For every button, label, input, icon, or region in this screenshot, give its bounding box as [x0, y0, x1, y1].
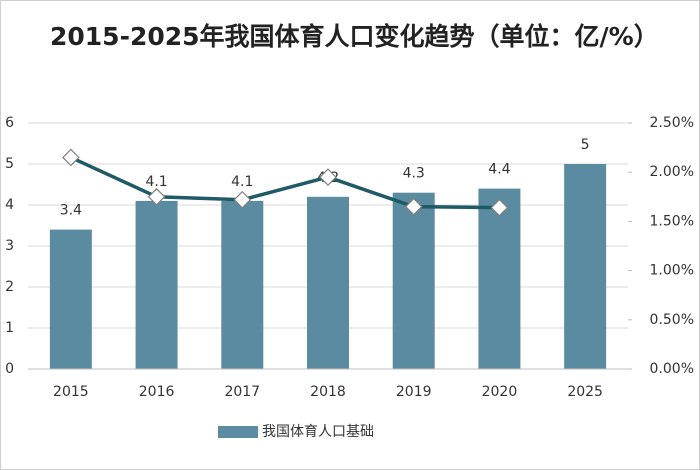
bar: [135, 200, 178, 369]
y-tick-label: 6: [5, 115, 14, 131]
y-tick-label: 2: [5, 279, 14, 295]
line: [70, 155, 500, 210]
line-marker: [147, 187, 166, 206]
y-tick-label: 0: [5, 361, 14, 377]
x-tick-label: 2025: [567, 384, 603, 400]
y2-tick-label: 1.50%: [650, 213, 694, 229]
legend-label: 我国体育人口基础: [262, 423, 374, 440]
y-tick-label: 5: [5, 156, 14, 172]
x-tick-label: 2016: [139, 384, 175, 400]
line-marker: [404, 197, 423, 216]
legend-swatch: [218, 426, 258, 438]
bar: [478, 188, 521, 369]
y-tick-label: 3: [5, 238, 14, 254]
bar: [49, 229, 92, 369]
x-tick-label: 2017: [224, 384, 260, 400]
x-tick-label: 2018: [310, 384, 346, 400]
bar: [221, 200, 264, 369]
value-label: 4.3: [403, 166, 425, 182]
value-label: 4.4: [488, 162, 510, 178]
value-label: 4.1: [145, 174, 167, 190]
line-marker: [233, 190, 252, 209]
y2-tick-label: 2.50%: [650, 115, 694, 131]
y2-tick-label: 0.00%: [650, 361, 694, 377]
x-tick-label: 2019: [396, 384, 432, 400]
bar: [392, 192, 435, 369]
line-marker: [490, 198, 509, 217]
bar: [564, 164, 607, 369]
line-marker: [62, 148, 80, 167]
value-label: 4.1: [231, 174, 253, 190]
y2-tick-label: 2.00%: [650, 164, 694, 180]
line-marker: [319, 168, 337, 186]
chart-title: 2015-2025年我国体育人口变化趋势（单位：亿/%）: [50, 22, 659, 51]
value-label: 3.4: [60, 203, 82, 219]
y2-tick-label: 1.00%: [650, 263, 694, 279]
x-tick-label: 2020: [482, 384, 518, 400]
y2-tick-label: 0.50%: [650, 312, 694, 328]
value-label: 5: [581, 137, 590, 153]
x-tick-label: 2015: [53, 384, 89, 400]
y-tick-label: 1: [5, 320, 14, 336]
y-tick-label: 4: [5, 197, 14, 213]
bar: [307, 196, 349, 369]
